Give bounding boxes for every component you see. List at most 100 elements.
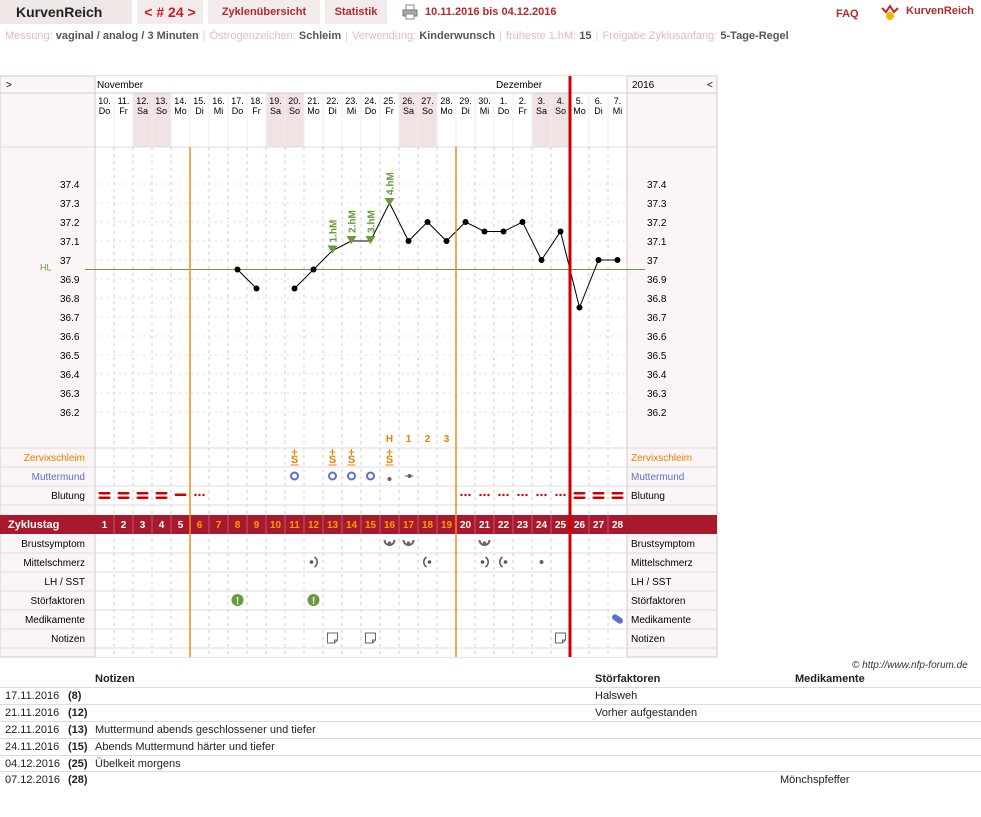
- nav-right-arrow: <: [707, 80, 713, 91]
- meta-value: 5-Tage-Regel: [720, 30, 789, 42]
- weekday-label: Sa: [536, 106, 547, 116]
- app-title[interactable]: KurvenReich: [0, 0, 132, 24]
- high-measurement-label: 4.hM: [386, 172, 397, 195]
- row-label-mittel-right: Mittelschmerz: [631, 558, 693, 569]
- medication-icon: [612, 614, 623, 624]
- y-tick-label-right: 36.7: [647, 313, 667, 324]
- row-label-breast: Brustsymptom: [21, 539, 85, 550]
- weekday-label: Mo: [307, 106, 320, 116]
- high-measurement-marker: [346, 236, 357, 244]
- weekday-label: Di: [594, 106, 603, 116]
- y-tick-label-right: 36.4: [647, 370, 667, 381]
- temperature-point: [481, 228, 488, 235]
- note-date: 07.12.2016: [5, 774, 61, 786]
- row-label-notes: Notizen: [51, 634, 85, 645]
- breast-symptom-icon: [478, 539, 491, 546]
- cervix-open-marker: [328, 471, 337, 481]
- weekday-label: Di: [461, 106, 470, 116]
- cervix-open-marker: [290, 471, 299, 481]
- day-number: 22.: [326, 96, 339, 106]
- cover-line-label: HL: [40, 263, 52, 273]
- weekday-label: Mi: [214, 106, 224, 116]
- bleeding-spotting: [517, 493, 520, 497]
- weekday-label: So: [156, 106, 167, 116]
- nav-left-arrow: >: [6, 80, 12, 91]
- weekday-label: Do: [498, 106, 510, 116]
- peak-day-label: 2: [425, 434, 431, 445]
- day-number: 11.: [118, 96, 130, 106]
- bleeding-strong: [136, 496, 149, 499]
- bleeding-strong: [611, 492, 624, 495]
- cycle-overview-button[interactable]: Zyklenübersicht: [208, 0, 320, 24]
- y-tick-label-left: 37.2: [60, 218, 80, 229]
- cycle-day-number: 25: [555, 520, 567, 531]
- month-label: Dezember: [496, 80, 543, 91]
- temperature-point: [310, 266, 317, 273]
- kurvenreich-logo-icon[interactable]: [880, 2, 980, 22]
- row-label-lh-right: LH / SST: [631, 577, 672, 588]
- mittelschmerz-icon: [313, 556, 318, 568]
- y-tick-label-left: 37: [60, 256, 72, 267]
- day-number: 26.: [402, 96, 415, 106]
- weekend-shade: [399, 93, 418, 147]
- temperature-point: [253, 285, 260, 292]
- bleeding-spotting: [521, 493, 524, 497]
- note-icon: [555, 632, 566, 644]
- meta-value: vaginal / analog / 3 Minuten: [55, 30, 199, 42]
- mucus-symbol: S: [386, 454, 393, 466]
- day-number: 30.: [478, 96, 491, 106]
- note-icon: [327, 632, 338, 644]
- print-icon[interactable]: [402, 4, 418, 20]
- cycle-navigation[interactable]: < # 24 >: [137, 0, 203, 24]
- logo-text: KurvenReich: [906, 5, 974, 17]
- bleeding-spotting: [559, 493, 562, 497]
- statistics-button[interactable]: Statistik: [325, 0, 387, 24]
- copyright-text[interactable]: © http://www.nfp-forum.de: [852, 660, 968, 671]
- day-number: 27.: [421, 96, 434, 106]
- day-number: 19.: [269, 96, 282, 106]
- day-number: 3.: [538, 96, 546, 106]
- cervix-open-marker: [366, 471, 375, 481]
- temperature-point: [291, 285, 298, 292]
- mittelschmerz-icon: [427, 560, 432, 564]
- cervix-closed-marker: [387, 477, 392, 481]
- bleeding-spotting: [544, 493, 547, 497]
- cervix-open-marker: [347, 471, 356, 481]
- meta-value: 15: [579, 30, 592, 42]
- weekday-label: Do: [365, 106, 377, 116]
- weekday-label: Sa: [403, 106, 414, 116]
- y-tick-label-right: 37.3: [647, 199, 667, 210]
- peak-day-label: 3: [444, 434, 450, 445]
- y-tick-label-left: 37.4: [60, 180, 80, 191]
- cycle-day-number: 18: [422, 520, 434, 531]
- disturbance-icon: [307, 594, 320, 606]
- cycle-day-number: 1: [102, 520, 108, 531]
- day-number: 29.: [459, 96, 472, 106]
- bleeding-spotting: [525, 493, 528, 497]
- day-number: 16.: [212, 96, 225, 106]
- day-number: 28.: [440, 96, 453, 106]
- weekend-shade: [266, 93, 285, 147]
- bleeding-spotting: [540, 493, 543, 497]
- bleeding-strong: [155, 492, 168, 495]
- day-number: 24.: [364, 96, 377, 106]
- weekday-label: Fr: [119, 106, 128, 116]
- day-number: 13.: [155, 96, 168, 106]
- faq-link[interactable]: FAQ: [836, 8, 859, 20]
- row-label-stoer-right: Störfaktoren: [631, 596, 685, 607]
- y-tick-label-left: 36.6: [60, 332, 80, 343]
- disturbance-icon: !: [236, 596, 239, 607]
- cycle-day-number: 4: [159, 520, 165, 531]
- bleeding-strong: [98, 496, 111, 499]
- notes-column-header-medi: Medikamente: [795, 673, 865, 685]
- meta-value: Kinderwunsch: [419, 30, 496, 42]
- note-cycle-day: (13): [68, 724, 88, 736]
- day-number: 12.: [136, 96, 149, 106]
- mittelschmerz-icon: [423, 556, 428, 568]
- bleeding-spotting: [563, 493, 566, 497]
- weekday-label: Sa: [137, 106, 148, 116]
- weekend-shade: [551, 93, 570, 147]
- temperature-point: [614, 257, 621, 263]
- temperature-point: [519, 219, 526, 225]
- meta-label: Verwendung:: [351, 30, 420, 42]
